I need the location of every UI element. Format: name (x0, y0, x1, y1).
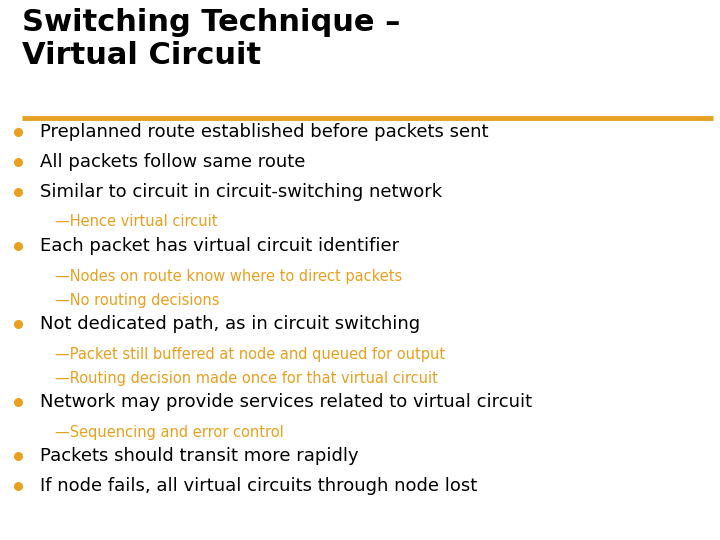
Text: Similar to circuit in circuit-switching network: Similar to circuit in circuit-switching … (40, 183, 442, 201)
Text: —Packet still buffered at node and queued for output: —Packet still buffered at node and queue… (55, 347, 445, 361)
Text: Not dedicated path, as in circuit switching: Not dedicated path, as in circuit switch… (40, 315, 420, 333)
Text: Switching Technique –
Virtual Circuit: Switching Technique – Virtual Circuit (22, 8, 400, 70)
Text: —No routing decisions: —No routing decisions (55, 293, 220, 307)
Text: If node fails, all virtual circuits through node lost: If node fails, all virtual circuits thro… (40, 477, 477, 495)
Text: Packets should transit more rapidly: Packets should transit more rapidly (40, 447, 359, 465)
Text: —Hence virtual circuit: —Hence virtual circuit (55, 214, 217, 230)
Text: Preplanned route established before packets sent: Preplanned route established before pack… (40, 123, 488, 141)
Text: —Sequencing and error control: —Sequencing and error control (55, 424, 284, 440)
Text: All packets follow same route: All packets follow same route (40, 153, 305, 171)
Text: Network may provide services related to virtual circuit: Network may provide services related to … (40, 393, 532, 411)
Text: Each packet has virtual circuit identifier: Each packet has virtual circuit identifi… (40, 237, 399, 255)
Text: —Nodes on route know where to direct packets: —Nodes on route know where to direct pac… (55, 268, 402, 284)
Text: —Routing decision made once for that virtual circuit: —Routing decision made once for that vir… (55, 370, 438, 386)
